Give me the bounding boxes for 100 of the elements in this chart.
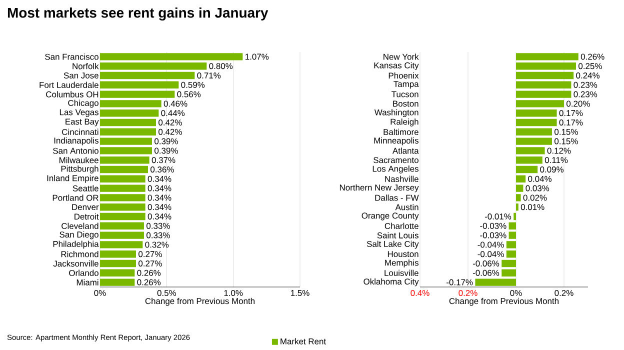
data-label: 0.17% (559, 120, 583, 126)
x-axis-title: Change from Previous Month (449, 298, 558, 306)
data-label: 0.80% (209, 63, 233, 70)
y-tick-label: Indianapolis (54, 138, 98, 146)
y-tick-label: Jacksonville (53, 260, 98, 267)
x-tick-label: 0% (94, 290, 106, 296)
data-label: 0.23% (574, 92, 598, 98)
y-tick-label: Louisville (384, 270, 418, 276)
data-label: 0.32% (145, 242, 169, 248)
data-label: 0.39% (154, 148, 178, 154)
bar (516, 156, 542, 164)
x-tick-label: 0.2% (458, 290, 478, 296)
data-label: 0.34% (148, 186, 172, 192)
bar (506, 241, 516, 249)
y-tick-label: Cleveland (62, 223, 98, 230)
data-label: 0.39% (154, 138, 178, 145)
bar (100, 110, 159, 117)
bar (100, 82, 179, 89)
data-label: 0.24% (576, 72, 600, 79)
bar (506, 250, 516, 258)
bar (100, 119, 156, 126)
data-label: 0.15% (554, 138, 578, 145)
data-label: 0.42% (158, 120, 182, 126)
y-tick-label: Orlando (69, 270, 98, 276)
bar (516, 184, 524, 192)
y-tick-label: Fort Lauderdale (40, 82, 98, 88)
bar (100, 138, 152, 146)
bar (100, 147, 152, 155)
y-tick-label: Cincinnati (62, 129, 98, 136)
y-tick-label: Sacramento (374, 157, 418, 164)
data-label: 0.34% (148, 194, 172, 201)
y-tick-label: Dallas - FW (375, 194, 419, 202)
y-tick-label: Kansas City (374, 62, 419, 70)
bar (516, 110, 557, 117)
data-label: 0.33% (146, 223, 170, 230)
y-tick-label: Austin (395, 204, 418, 210)
data-label: 1.07% (246, 54, 269, 60)
bar (516, 166, 538, 174)
bar (516, 147, 545, 155)
data-label: 0.27% (138, 251, 162, 258)
bar (516, 53, 578, 61)
legend-label: Market Rent (280, 338, 326, 345)
bar (516, 119, 557, 126)
y-tick-label: Pittsburgh (61, 166, 98, 174)
y-tick-label: Denver (72, 204, 99, 210)
x-tick-label: 1.5% (291, 290, 310, 296)
y-tick-label: Atlanta (392, 148, 419, 154)
data-label: -0.04% (478, 242, 504, 248)
data-label: 0.33% (146, 232, 170, 239)
data-label: 0.37% (152, 157, 176, 164)
data-label: 0.17% (559, 110, 583, 116)
y-tick-label: Inland Empire (47, 175, 98, 184)
data-label: 0.02% (523, 194, 547, 201)
y-tick-label: San Jose (64, 72, 98, 79)
data-label: 0.25% (578, 63, 602, 70)
y-tick-label: Washington (374, 109, 418, 118)
bar (100, 241, 143, 249)
x-tick-label: 0.4% (410, 290, 430, 296)
data-label: -0.06% (472, 270, 500, 276)
data-label: 0.11% (544, 157, 568, 164)
x-tick-label: 0.5% (157, 290, 176, 296)
data-label: 0.20% (566, 100, 590, 107)
y-tick-label: Minneapolis (374, 138, 418, 146)
bar (502, 260, 516, 268)
data-label: 0.12% (547, 148, 571, 154)
y-tick-label: Boston (393, 100, 418, 107)
chart-title: Most markets see rent gains in January (8, 8, 268, 21)
bar (100, 194, 146, 202)
bar (475, 278, 516, 286)
bar (100, 213, 146, 220)
y-tick-label: Portland OR (52, 194, 98, 202)
bar (100, 156, 150, 164)
data-label: -0.17% (446, 280, 473, 286)
y-tick-label: Tampa (394, 81, 419, 89)
bar (100, 166, 148, 174)
data-label: 0.42% (158, 129, 182, 136)
bar (100, 222, 144, 230)
data-label: -0.03% (480, 232, 506, 239)
data-label: 0.46% (164, 100, 188, 107)
y-tick-label: Norfolk (72, 63, 99, 70)
x-tick-label: 0% (510, 290, 522, 296)
bar (516, 62, 576, 70)
data-label: 0.34% (148, 176, 172, 182)
bar (100, 90, 175, 98)
bar (100, 176, 146, 183)
data-label: 0.56% (177, 92, 201, 98)
data-label: 0.34% (148, 204, 172, 210)
y-tick-label: Houston (388, 251, 418, 258)
y-tick-label: San Francisco (45, 54, 98, 60)
bar (100, 260, 136, 268)
data-label: 0.27% (138, 260, 162, 267)
data-label: -0.03% (480, 223, 506, 230)
y-tick-label: Los Angeles (372, 166, 418, 174)
y-tick-label: Oklahoma City (364, 278, 419, 286)
y-tick-label: Detroit (74, 214, 99, 220)
y-tick-label: Las Vegas (60, 110, 98, 118)
bar (100, 128, 156, 136)
data-label: 0.23% (574, 82, 598, 88)
x-tick-label: 0.2% (554, 290, 574, 296)
y-tick-label: Northern New Jersey (340, 184, 419, 192)
